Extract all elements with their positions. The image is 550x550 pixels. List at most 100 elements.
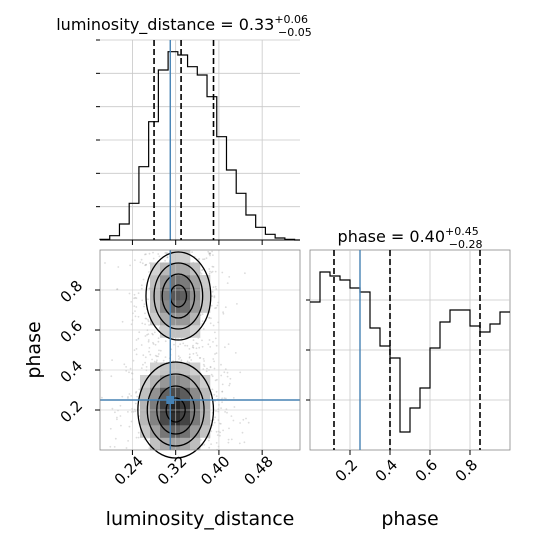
joint-sample-point-116 — [129, 264, 132, 267]
joint-sample-point-469 — [186, 344, 189, 347]
joint-density-cell-4-4 — [140, 387, 151, 401]
joint-sample-point-774 — [135, 390, 138, 393]
joint-sample-point-1088 — [148, 439, 151, 442]
joint-sample-point-610 — [222, 312, 225, 315]
joint-sample-point-39 — [208, 253, 211, 256]
luminosity-distance-title-value: 0.33 — [239, 15, 275, 34]
joint-density-cell-6-11 — [160, 300, 171, 313]
joint-sample-point-280 — [158, 255, 161, 258]
joint-sample-point-717 — [225, 397, 227, 400]
joint-sample-point-480 — [147, 333, 150, 335]
joint-sample-point-239 — [212, 286, 215, 288]
joint-sample-point-1189 — [136, 395, 139, 398]
phase-histogram-panel: phase = 0.40+0.45 −0.28 0.2 0.4 0.6 0.8 phas… — [306, 225, 511, 530]
joint-sample-point-1293 — [144, 356, 147, 359]
joint-density-cell-10-11 — [200, 300, 211, 313]
joint-posterior-panel: 0.24 0.32 0.40 0.48 0.2 0.4 0.6 0.8 luminosity… — [23, 249, 301, 530]
joint-sample-point-1158 — [215, 442, 218, 444]
joint-sample-point-1159 — [210, 373, 213, 376]
joint-sample-point-675 — [228, 384, 231, 387]
joint-contour-0-3 — [145, 251, 212, 341]
joint-sample-point-1072 — [221, 401, 224, 404]
joint-sample-point-567 — [133, 305, 136, 307]
joint-sample-point-1032 — [159, 349, 162, 352]
joint-density-cell-6-4 — [160, 387, 171, 401]
joint-density-cell-4-2 — [140, 412, 151, 426]
joint-sample-point-986 — [140, 344, 143, 346]
joint-sample-point-905 — [157, 340, 160, 343]
joint-sample-point-1028 — [203, 360, 206, 362]
joint-sample-point-1430 — [221, 390, 224, 393]
luminosity-distance-histogram-ticks — [96, 39, 263, 245]
joint-sample-point-359 — [198, 257, 201, 260]
joint-sample-point-1469 — [188, 356, 191, 358]
joint-sample-point-975 — [134, 410, 137, 413]
luminosity-distance-title: luminosity_distance = 0.33+0.06 −0.05 — [56, 13, 312, 39]
joint-density-cell-10-5 — [200, 375, 211, 388]
joint-sample-point-169 — [104, 262, 106, 264]
joint-density-cell-6-9 — [160, 325, 171, 338]
joint-sample-point-1410 — [214, 379, 217, 382]
joint-sample-point-985 — [156, 359, 158, 362]
joint-sample-point-106 — [208, 268, 211, 270]
luminosity-distance-title-upper: +0.06 — [274, 13, 308, 26]
joint-sample-point-624 — [151, 332, 154, 335]
joint-sample-point-1375 — [215, 390, 218, 393]
joint-sample-point-625 — [201, 268, 204, 271]
joint-sample-point-52 — [134, 259, 136, 262]
joint-sample-point-455 — [198, 346, 201, 349]
joint-sample-point-374 — [210, 271, 213, 274]
joint-posterior-frame — [99, 249, 301, 451]
joint-sample-point-573 — [192, 346, 195, 349]
joint-sample-point-1463 — [226, 411, 228, 414]
joint-density-cell-8-2 — [180, 412, 191, 426]
joint-sample-point-604 — [141, 322, 144, 325]
joint-sample-point-120 — [209, 252, 212, 255]
joint-sample-point-415 — [164, 259, 167, 262]
joint-sample-point-1374 — [223, 371, 226, 374]
joint-sample-point-1451 — [111, 359, 113, 361]
joint-sample-point-400 — [182, 342, 185, 345]
joint-sample-point-718 — [214, 353, 216, 355]
joint-sample-point-1248 — [230, 415, 233, 417]
joint-sample-point-1467 — [162, 359, 165, 362]
joint-sample-point-161 — [208, 252, 211, 255]
joint-sample-point-210 — [221, 271, 224, 274]
joint-sample-point-457 — [130, 301, 133, 303]
joint-sample-point-1360 — [228, 427, 230, 430]
joint-sample-point-1051 — [224, 411, 227, 413]
joint-sample-point-815 — [119, 404, 122, 407]
joint-sample-point-477 — [164, 252, 167, 254]
joint-contour-1-3 — [137, 361, 215, 459]
joint-sample-point-85 — [209, 270, 211, 273]
joint-sample-point-196 — [139, 261, 142, 264]
joint-sample-point-1224 — [219, 431, 222, 434]
joint-sample-point-1404 — [207, 343, 210, 346]
joint-sample-point-1180 — [128, 393, 131, 395]
joint-sample-point-341 — [133, 297, 136, 300]
phase-x-tick-label-2: 0.6 — [412, 456, 442, 486]
joint-sample-point-656 — [211, 265, 214, 268]
joint-sample-point-47 — [192, 352, 195, 355]
joint-density-cell-8-12 — [180, 287, 191, 301]
joint-sample-point-670 — [142, 363, 144, 366]
joint-contour-1-1 — [156, 385, 196, 435]
joint-density-cell-7-0 — [170, 437, 181, 451]
joint-sample-point-1165 — [202, 358, 205, 360]
joint-density-cell-6-1 — [160, 425, 171, 438]
joint-sample-point-1399 — [243, 441, 246, 444]
joint-sample-point-502 — [128, 292, 131, 295]
joint-sample-point-427 — [228, 276, 231, 278]
luminosity-distance-x-axis-label: luminosity_distance — [106, 508, 295, 530]
joint-sample-point-690 — [210, 419, 213, 422]
joint-sample-point-764 — [135, 391, 137, 394]
joint-sample-point-671 — [113, 446, 116, 448]
joint-sample-point-1382 — [245, 417, 247, 420]
joint-sample-point-373 — [202, 258, 204, 261]
joint-sample-point-157 — [153, 331, 156, 334]
joint-sample-point-431 — [144, 323, 147, 326]
joint-density-cell-7-12 — [170, 287, 181, 301]
joint-density-cell-7-14 — [170, 262, 181, 276]
joint-sample-point-801 — [195, 342, 198, 345]
joint-sample-point-1081 — [214, 416, 217, 419]
